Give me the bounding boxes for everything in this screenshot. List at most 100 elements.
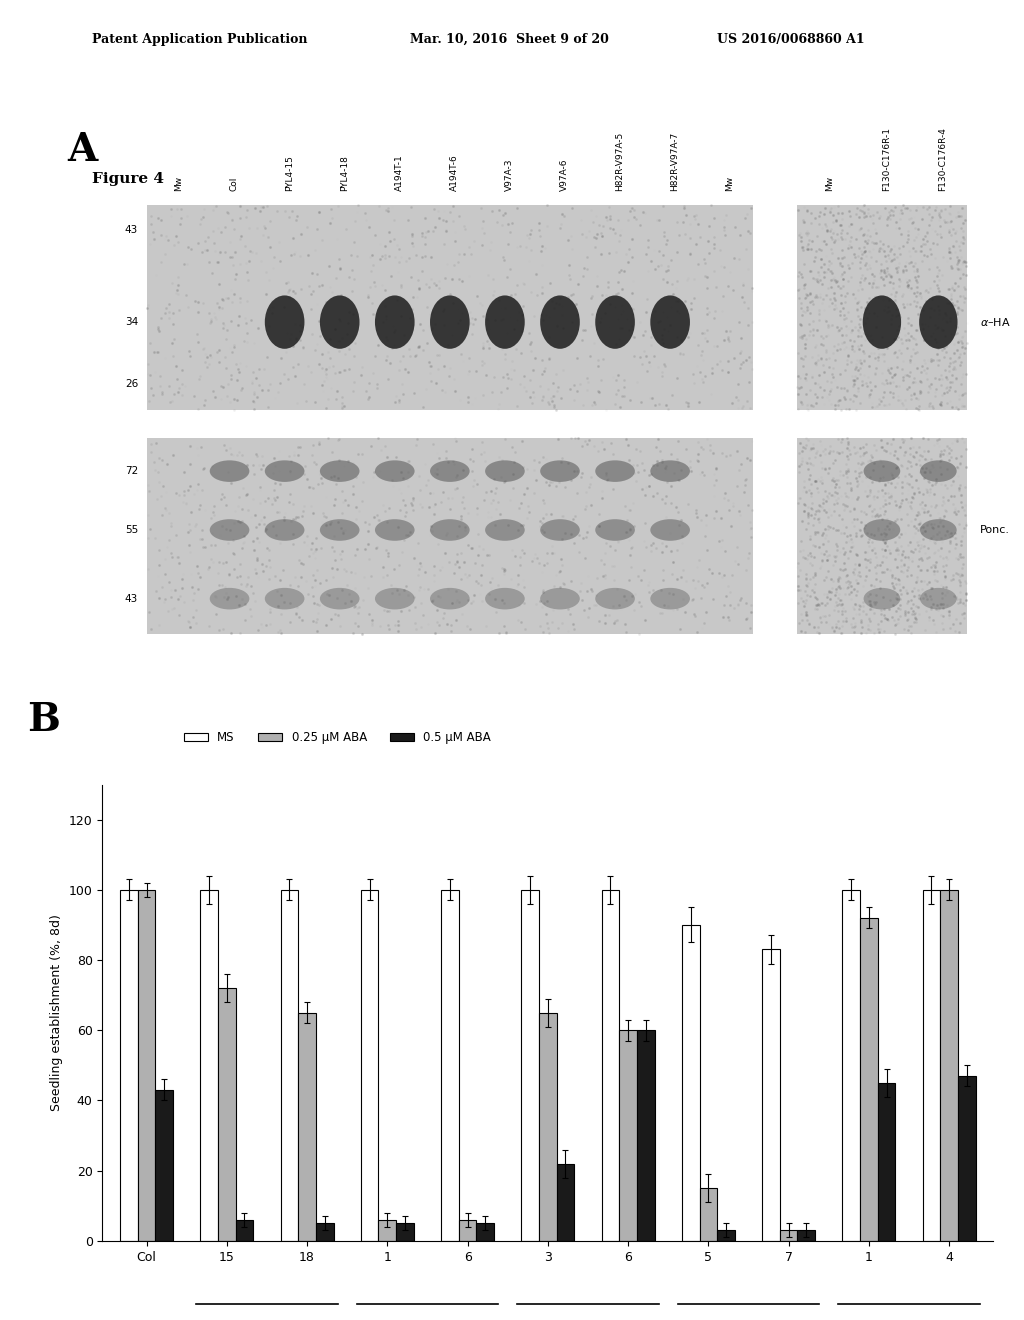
Bar — [923, 890, 940, 1241]
Bar — [682, 925, 699, 1241]
Bar — [843, 890, 860, 1241]
Bar — [147, 438, 753, 634]
Text: 55: 55 — [125, 525, 138, 535]
Ellipse shape — [265, 519, 304, 541]
Bar — [360, 890, 379, 1241]
Bar — [315, 1224, 334, 1241]
Bar — [940, 890, 958, 1241]
Bar — [798, 438, 967, 634]
Ellipse shape — [485, 587, 524, 610]
Ellipse shape — [375, 587, 415, 610]
Y-axis label: Seedling establishment (%, 8d): Seedling establishment (%, 8d) — [50, 915, 63, 1111]
Bar — [878, 1082, 895, 1241]
Bar — [798, 1230, 815, 1241]
Bar — [717, 1230, 735, 1241]
Ellipse shape — [375, 461, 415, 482]
Bar — [120, 890, 137, 1241]
Text: Mw: Mw — [825, 177, 835, 191]
Ellipse shape — [541, 296, 580, 348]
Ellipse shape — [920, 296, 957, 348]
Bar — [699, 1188, 717, 1241]
Bar — [441, 890, 459, 1241]
Text: F130-C176R-1: F130-C176R-1 — [882, 128, 891, 191]
Ellipse shape — [319, 587, 359, 610]
Ellipse shape — [319, 519, 359, 541]
Ellipse shape — [375, 519, 415, 541]
Ellipse shape — [430, 519, 470, 541]
Text: PYL4-18: PYL4-18 — [340, 156, 349, 191]
Bar — [539, 1012, 557, 1241]
Ellipse shape — [650, 519, 690, 541]
Ellipse shape — [863, 587, 900, 610]
Text: Col: Col — [229, 177, 239, 191]
Bar — [379, 1220, 396, 1241]
Ellipse shape — [485, 461, 524, 482]
Ellipse shape — [920, 461, 956, 482]
Text: 26: 26 — [125, 379, 138, 388]
Bar — [637, 1030, 654, 1241]
Ellipse shape — [920, 587, 956, 610]
Text: B: B — [27, 701, 59, 739]
Ellipse shape — [541, 587, 580, 610]
Bar — [147, 205, 753, 411]
Ellipse shape — [319, 296, 359, 348]
Bar — [762, 949, 780, 1241]
Bar — [620, 1030, 637, 1241]
Ellipse shape — [650, 587, 690, 610]
Bar — [201, 890, 218, 1241]
Text: Mw: Mw — [725, 177, 734, 191]
Bar — [557, 1164, 574, 1241]
Bar — [958, 1076, 976, 1241]
Ellipse shape — [595, 519, 635, 541]
Ellipse shape — [430, 587, 470, 610]
Text: US 2016/0068860 A1: US 2016/0068860 A1 — [717, 33, 864, 46]
Ellipse shape — [485, 296, 524, 348]
Ellipse shape — [265, 296, 304, 348]
Bar — [236, 1220, 253, 1241]
Ellipse shape — [319, 461, 359, 482]
Ellipse shape — [595, 461, 635, 482]
Text: A194T-6: A194T-6 — [450, 154, 459, 191]
Ellipse shape — [650, 296, 690, 348]
Bar — [298, 1012, 315, 1241]
Text: H82R-V97A-7: H82R-V97A-7 — [670, 132, 679, 191]
Bar — [459, 1220, 476, 1241]
Text: 43: 43 — [125, 224, 138, 235]
Text: Figure 4: Figure 4 — [92, 172, 164, 186]
Ellipse shape — [920, 519, 956, 541]
Ellipse shape — [541, 519, 580, 541]
Text: V97A-3: V97A-3 — [505, 158, 514, 191]
Bar — [798, 205, 967, 411]
Bar — [521, 890, 539, 1241]
Ellipse shape — [650, 461, 690, 482]
Text: 72: 72 — [125, 466, 138, 477]
Bar — [137, 890, 156, 1241]
Text: A194T-1: A194T-1 — [395, 154, 403, 191]
Ellipse shape — [430, 296, 470, 348]
Text: Ponc.: Ponc. — [980, 525, 1010, 535]
Ellipse shape — [863, 296, 901, 348]
Text: F130-C176R-4: F130-C176R-4 — [938, 128, 947, 191]
Bar — [780, 1230, 798, 1241]
Ellipse shape — [863, 461, 900, 482]
Text: PYL4-15: PYL4-15 — [285, 156, 294, 191]
Ellipse shape — [210, 587, 250, 610]
Text: H82R-V97A-5: H82R-V97A-5 — [615, 132, 624, 191]
Text: 43: 43 — [125, 594, 138, 603]
Ellipse shape — [595, 296, 635, 348]
Bar — [396, 1224, 414, 1241]
Text: Patent Application Publication: Patent Application Publication — [92, 33, 307, 46]
Text: $\alpha$–HA: $\alpha$–HA — [980, 315, 1011, 329]
Text: Mw: Mw — [174, 177, 183, 191]
Ellipse shape — [375, 296, 415, 348]
Ellipse shape — [210, 519, 250, 541]
Bar — [602, 890, 620, 1241]
Ellipse shape — [595, 587, 635, 610]
Ellipse shape — [265, 461, 304, 482]
Bar — [281, 890, 298, 1241]
Text: A: A — [67, 131, 97, 169]
Ellipse shape — [541, 461, 580, 482]
Legend: MS, 0.25 μM ABA, 0.5 μM ABA: MS, 0.25 μM ABA, 0.5 μM ABA — [179, 726, 496, 748]
Ellipse shape — [265, 587, 304, 610]
Bar — [218, 989, 236, 1241]
